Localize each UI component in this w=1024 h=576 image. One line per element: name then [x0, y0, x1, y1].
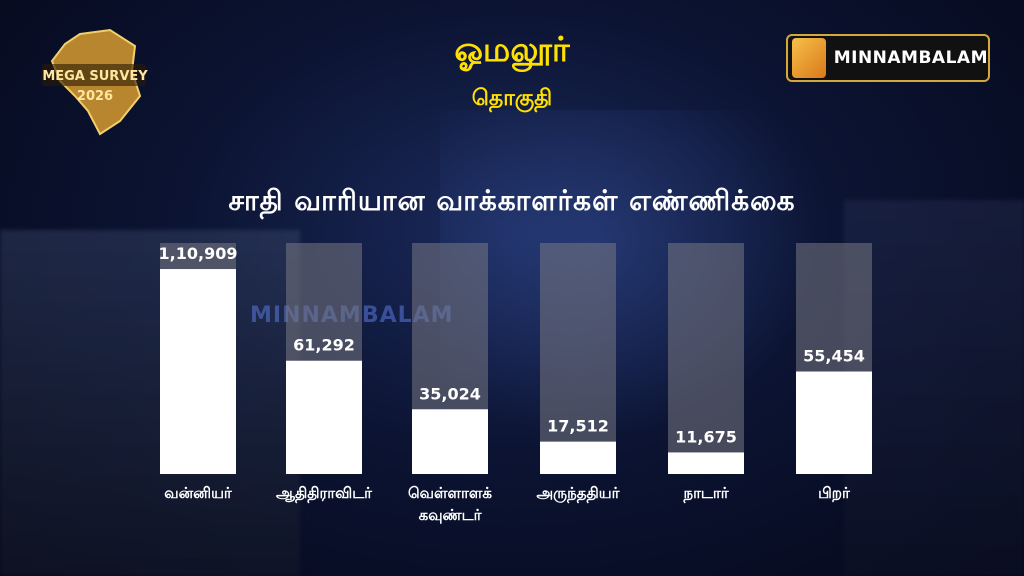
data-label: 55,454: [803, 347, 865, 366]
bar: [160, 269, 236, 474]
category-label: வன்னியர்: [164, 484, 233, 502]
bar: [796, 371, 872, 474]
bar-track: [668, 243, 744, 474]
minnambalam-logo: MINNAMBALAM: [786, 34, 990, 82]
bar: [286, 360, 362, 474]
bar: [540, 441, 616, 474]
bar: [668, 452, 744, 474]
data-label: 35,024: [419, 384, 481, 403]
category-label: நாடார்: [682, 484, 729, 503]
constituency-subtitle: தொகுதி: [471, 86, 553, 111]
brand-text: MINNAMBALAM: [833, 48, 988, 68]
mega-survey-logo: MEGA SURVEY 2026: [40, 26, 150, 136]
bar: [412, 409, 488, 474]
background-building: [0, 230, 300, 576]
data-label: 17,512: [547, 417, 609, 436]
category-label: அருந்ததியர்: [537, 484, 621, 503]
logo-text-line2: 2026: [77, 89, 113, 104]
data-label: 1,10,909: [159, 244, 238, 263]
category-label: வெள்ளாளக்: [408, 484, 492, 502]
category-label: ஆதிதிராவிடர்: [276, 484, 373, 503]
data-label: 61,292: [293, 336, 355, 355]
background-right: [844, 200, 1024, 576]
chart-title: சாதி வாரியான வாக்காளர்கள் எண்ணிக்கை: [228, 184, 796, 217]
logo-text-line1: MEGA SURVEY: [42, 69, 148, 84]
constituency-title: ஓமலூர்: [454, 30, 570, 70]
category-label: கவுண்டர்: [419, 506, 483, 524]
background-map: [440, 110, 820, 440]
bar-track: [540, 243, 616, 474]
brand-mark-icon: [792, 38, 826, 78]
data-label: 11,675: [675, 427, 737, 446]
category-label: பிறர்: [818, 484, 851, 502]
